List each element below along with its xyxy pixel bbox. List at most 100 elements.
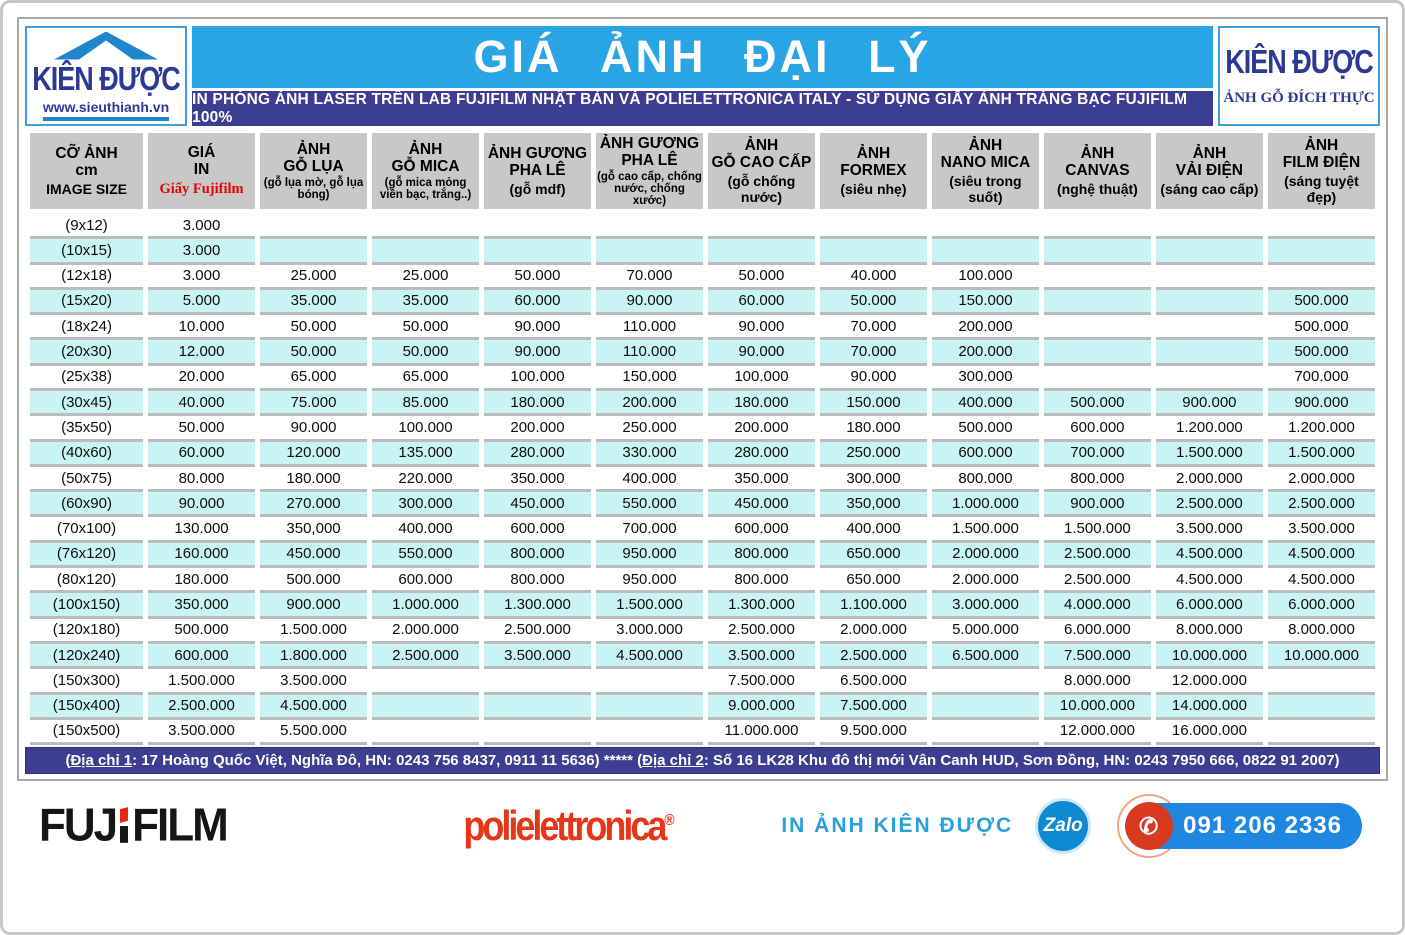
price-cell: 2.500.000 bbox=[148, 694, 256, 720]
address-separator: ***** bbox=[603, 752, 633, 770]
table-row: (120x180) 500.000 1.500.000 2.000.000 2.500.… bbox=[30, 619, 1375, 644]
price-cell: 70.000 bbox=[595, 265, 703, 290]
price-cell: 600.000 bbox=[931, 441, 1039, 467]
column-header: ẢNH GỖ CAO CẤP (gỗ chống nước) bbox=[707, 133, 815, 214]
price-cell: 600.000 bbox=[1043, 416, 1151, 442]
address-1-label: Địa chỉ 1 bbox=[70, 752, 133, 770]
price-cell: 3.500.000 bbox=[260, 669, 368, 695]
size-cell: (15x20) bbox=[30, 289, 144, 316]
price-cell: 25.000 bbox=[372, 265, 479, 290]
price-cell: 3.000 bbox=[148, 214, 256, 240]
price-cell: 3.000.000 bbox=[595, 619, 703, 644]
price-cell bbox=[819, 239, 927, 265]
price-cell: 700.000 bbox=[1267, 366, 1375, 391]
price-cell bbox=[1043, 366, 1151, 391]
size-cell: (150x500) bbox=[30, 720, 144, 746]
price-cell: 1.800.000 bbox=[260, 643, 368, 670]
polielettronica-logo-text: polielettronica bbox=[463, 801, 667, 850]
price-cell: 900.000 bbox=[260, 593, 368, 619]
column-header: CỠ ẢNH cm IMAGE SIZE bbox=[30, 133, 144, 214]
price-cell: 3.500.000 bbox=[1267, 517, 1375, 543]
price-cell: 200.000 bbox=[931, 340, 1039, 366]
price-cell: 150.000 bbox=[931, 289, 1039, 316]
price-cell: 200.000 bbox=[707, 416, 815, 442]
price-cell bbox=[1155, 366, 1263, 391]
price-cell bbox=[372, 669, 479, 695]
price-cell bbox=[1267, 265, 1375, 290]
price-cell: 1.000.000 bbox=[372, 593, 479, 619]
price-cell: 220.000 bbox=[372, 467, 479, 493]
table-row: (120x240) 600.000 1.800.000 2.500.000 3.500.… bbox=[30, 643, 1375, 670]
price-cell: 3.000 bbox=[148, 265, 256, 290]
price-cell: 950.000 bbox=[595, 542, 703, 569]
price-cell: 270.000 bbox=[260, 492, 368, 518]
column-header: ẢNH CANVAS (nghệ thuật) bbox=[1043, 133, 1151, 214]
header-center: GIÁ ẢNH ĐẠI LÝ IN PHÓNG ẢNH LASER TRÊN L… bbox=[192, 26, 1213, 126]
price-cell: 200.000 bbox=[484, 416, 591, 442]
price-cell: 250.000 bbox=[595, 416, 703, 442]
address-1-text: : 17 Hoàng Quốc Việt, Nghĩa Đô, HN: 0243… bbox=[132, 752, 604, 770]
price-cell: 3.000 bbox=[148, 239, 256, 265]
price-cell: 60.000 bbox=[707, 289, 815, 316]
price-cell bbox=[931, 214, 1039, 240]
fujifilm-logo-text: FUJ bbox=[39, 799, 118, 852]
price-cell: 1.500.000 bbox=[931, 517, 1039, 543]
price-cell bbox=[372, 694, 479, 720]
price-cell bbox=[1267, 669, 1375, 695]
price-cell: 150.000 bbox=[819, 390, 927, 417]
logo-right-box: KIÊN ĐƯỢC ẢNH GỖ ĐÍCH THỰC bbox=[1218, 26, 1380, 126]
size-cell: (120x180) bbox=[30, 619, 144, 644]
table-row: (35x50) 50.000 90.000 100.000 200.000 250.000… bbox=[30, 416, 1375, 442]
logo-left-box: KIÊN ĐƯỢC www.sieuthianh.vn bbox=[25, 26, 187, 126]
zalo-icon: Zalo bbox=[1035, 798, 1092, 855]
table-row: (12x18) 3.000 25.000 25.000 50.000 70.000 50.0… bbox=[30, 265, 1375, 290]
price-cell: 90.000 bbox=[819, 366, 927, 391]
price-cell: 300.000 bbox=[819, 467, 927, 493]
price-cell bbox=[484, 720, 591, 746]
price-cell: 8.000.000 bbox=[1043, 669, 1151, 695]
price-cell: 65.000 bbox=[372, 366, 479, 391]
price-cell: 2.500.000 bbox=[1267, 492, 1375, 518]
price-cell: 500.000 bbox=[1267, 289, 1375, 316]
price-cell: 90.000 bbox=[148, 492, 256, 518]
price-cell bbox=[595, 214, 703, 240]
table-row: (18x24) 10.000 50.000 50.000 90.000 110.000 90… bbox=[30, 315, 1375, 341]
size-cell: (12x18) bbox=[30, 265, 144, 290]
price-cell: 800.000 bbox=[484, 542, 591, 569]
price-cell: 500.000 bbox=[1267, 340, 1375, 366]
price-cell: 200.000 bbox=[595, 390, 703, 417]
price-cell bbox=[1043, 214, 1151, 240]
price-cell: 50.000 bbox=[372, 315, 479, 341]
price-cell bbox=[1267, 214, 1375, 240]
price-cell: 100.000 bbox=[484, 366, 591, 391]
size-cell: (18x24) bbox=[30, 315, 144, 341]
price-cell: 1.000.000 bbox=[931, 492, 1039, 518]
size-cell: (120x240) bbox=[30, 643, 144, 670]
price-cell: 10.000 bbox=[148, 315, 256, 341]
table-row: (80x120) 180.000 500.000 600.000 800.000 950.… bbox=[30, 568, 1375, 594]
address-text: ( bbox=[65, 752, 71, 770]
price-cell: 35.000 bbox=[260, 289, 368, 316]
price-cell bbox=[1043, 265, 1151, 290]
price-cell: 10.000.000 bbox=[1267, 643, 1375, 670]
main-content-box: KIÊN ĐƯỢC www.sieuthianh.vn GIÁ ẢNH ĐẠI … bbox=[17, 17, 1388, 782]
price-cell bbox=[1155, 289, 1263, 316]
page-title: GIÁ ẢNH ĐẠI LÝ bbox=[192, 26, 1213, 88]
price-cell: 14.000.000 bbox=[1155, 694, 1263, 720]
price-cell: 500.000 bbox=[1267, 315, 1375, 341]
price-cell: 3.500.000 bbox=[484, 643, 591, 670]
price-cell: 300.000 bbox=[372, 492, 479, 518]
price-cell bbox=[372, 214, 479, 240]
price-cell: 8.000.000 bbox=[1155, 619, 1263, 644]
price-cell: 4.000.000 bbox=[1043, 593, 1151, 619]
size-cell: (76x120) bbox=[30, 542, 144, 569]
price-cell: 350.000 bbox=[484, 467, 591, 493]
price-cell: 350,000 bbox=[819, 492, 927, 518]
price-cell: 4.500.000 bbox=[260, 694, 368, 720]
price-cell: 1.500.000 bbox=[1043, 517, 1151, 543]
price-cell: 70.000 bbox=[819, 340, 927, 366]
price-cell: 2.500.000 bbox=[484, 619, 591, 644]
price-cell: 100.000 bbox=[707, 366, 815, 391]
price-cell: 600.000 bbox=[484, 517, 591, 543]
